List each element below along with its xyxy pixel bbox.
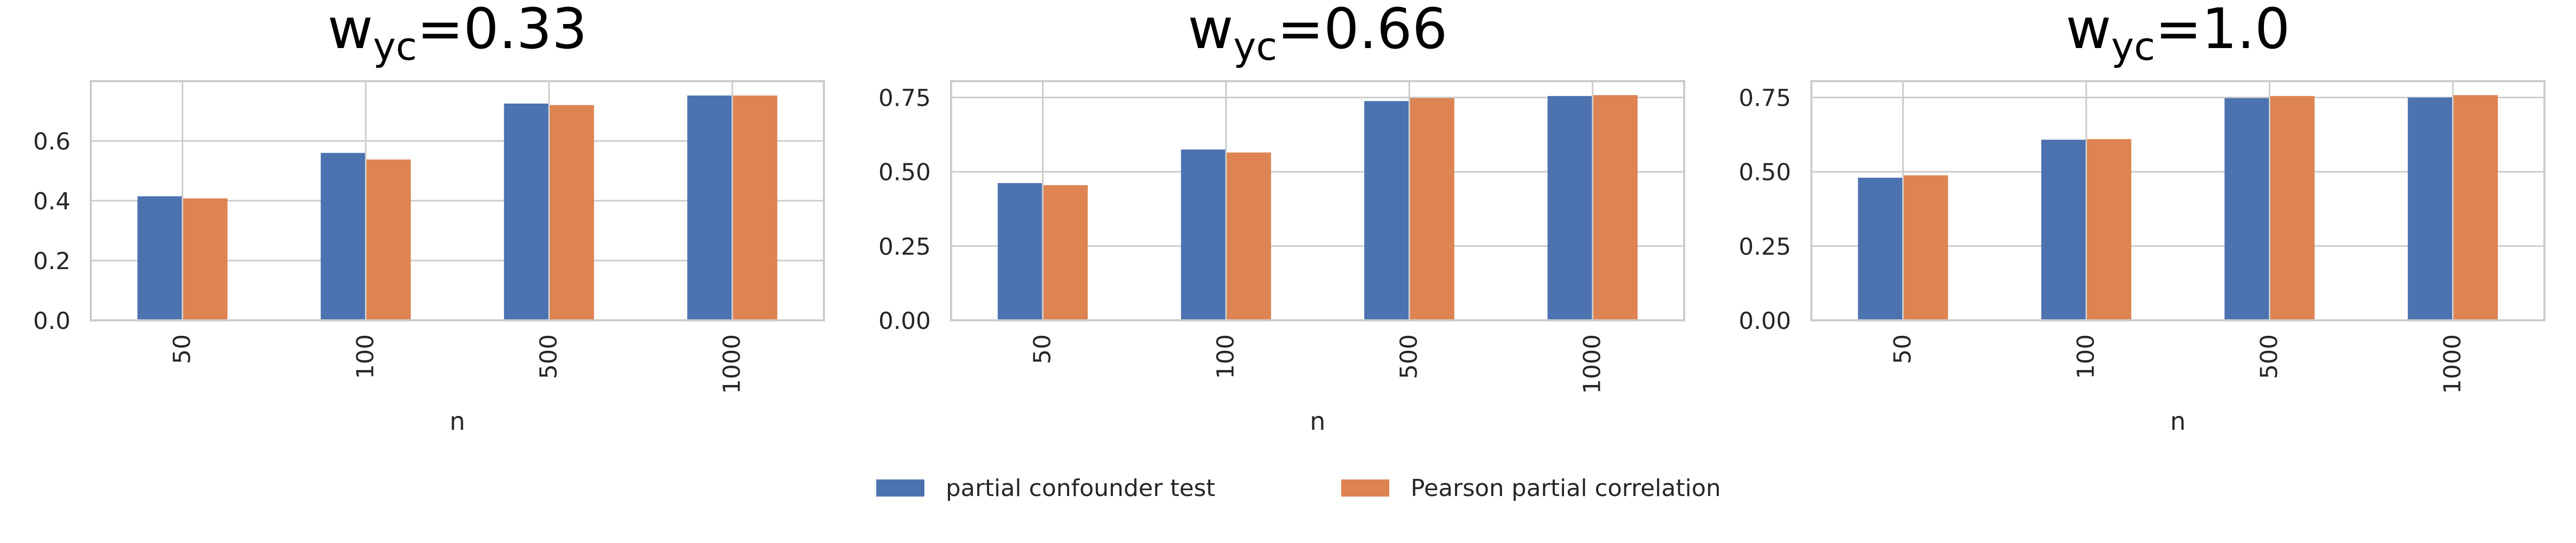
bar-series-2-500 [1410,98,1454,320]
x-tick-label: 500 [535,334,563,379]
legend: partial confounder test Pearson partial c… [876,475,1721,502]
chart-panel-1: 0.0 0.2 0.4 0.6 50 100 500 1000 n wyc=0.33 [33,0,825,436]
x-axis-label: n [2170,407,2185,436]
x-tick-label: 100 [1212,334,1240,379]
y-tick-label: 0.50 [878,159,931,186]
plot-frame [1810,80,2546,321]
bar-series-2-50 [1904,175,1948,320]
bar-series-2-100 [2087,139,2131,320]
x-axis-label: n [1310,407,1325,436]
y-tick-label: 0.4 [33,188,71,215]
y-tick-label: 0.50 [1739,159,1791,186]
bar-series-2-500 [550,105,594,321]
chart-panel-3: 0.00 0.25 0.50 0.75 50 100 500 1000 n wyc=1.0 [1739,0,2546,436]
x-tick-label: 500 [1396,334,1423,379]
bar-series-1-50 [137,196,182,320]
x-tick-label: 50 [1029,334,1056,364]
bar-series-1-100 [321,153,365,320]
plot-frame [90,80,825,321]
plot-frame [950,80,1685,321]
bar-series-2-1000 [1593,95,1638,320]
y-tick-label: 0.25 [878,233,931,261]
y-tick-label: 0.6 [33,128,71,155]
chart-title: wyc=1.0 [2066,0,2290,69]
legend-label-1: partial confounder test [946,475,1215,502]
bar-series-1-500 [504,104,548,320]
x-tick-label: 50 [1889,334,1917,364]
y-tick-label: 0.0 [33,308,71,335]
x-tick-label: 50 [169,334,196,364]
x-tick-label: 100 [2073,334,2100,379]
bar-series-2-100 [1227,152,1271,320]
bar-series-1-100 [2041,139,2085,320]
bar-series-1-1000 [687,95,731,320]
x-tick-label: 500 [2256,334,2283,379]
x-tick-label: 1000 [2439,334,2466,394]
chart-title: wyc=0.66 [1188,0,1447,69]
bar-series-2-500 [2270,96,2315,320]
bar-series-2-50 [1044,185,1088,320]
bar-series-1-1000 [2408,97,2452,320]
bar-series-1-1000 [1547,96,1592,320]
bar-series-1-100 [1181,149,1225,320]
y-tick-label: 0.2 [33,248,71,275]
legend-label-2: Pearson partial correlation [1411,475,1721,502]
y-tick-label: 0.75 [878,85,931,112]
legend-swatch-1 [876,479,924,497]
bar-series-1-50 [1858,177,1902,320]
bar-series-1-500 [1364,101,1408,320]
bar-series-2-1000 [733,95,777,320]
bar-series-2-1000 [2454,95,2498,320]
bar-series-1-500 [2224,98,2269,320]
bar-series-1-50 [998,183,1042,320]
legend-swatch-2 [1341,479,1389,497]
y-tick-label: 0.75 [1739,85,1791,112]
chart-title: wyc=0.33 [328,0,587,69]
x-tick-label: 1000 [1579,334,1606,394]
y-tick-label: 0.00 [1739,308,1791,335]
chart-panel-2: 0.00 0.25 0.50 0.75 50 100 500 1000 n wyc=0.66 [878,0,1685,436]
y-tick-label: 0.00 [878,308,931,335]
y-tick-label: 0.25 [1739,233,1791,261]
x-tick-label: 100 [352,334,379,379]
bar-series-2-100 [367,159,411,320]
x-tick-label: 1000 [719,334,746,394]
x-axis-label: n [449,407,465,436]
bar-series-2-50 [183,198,228,320]
